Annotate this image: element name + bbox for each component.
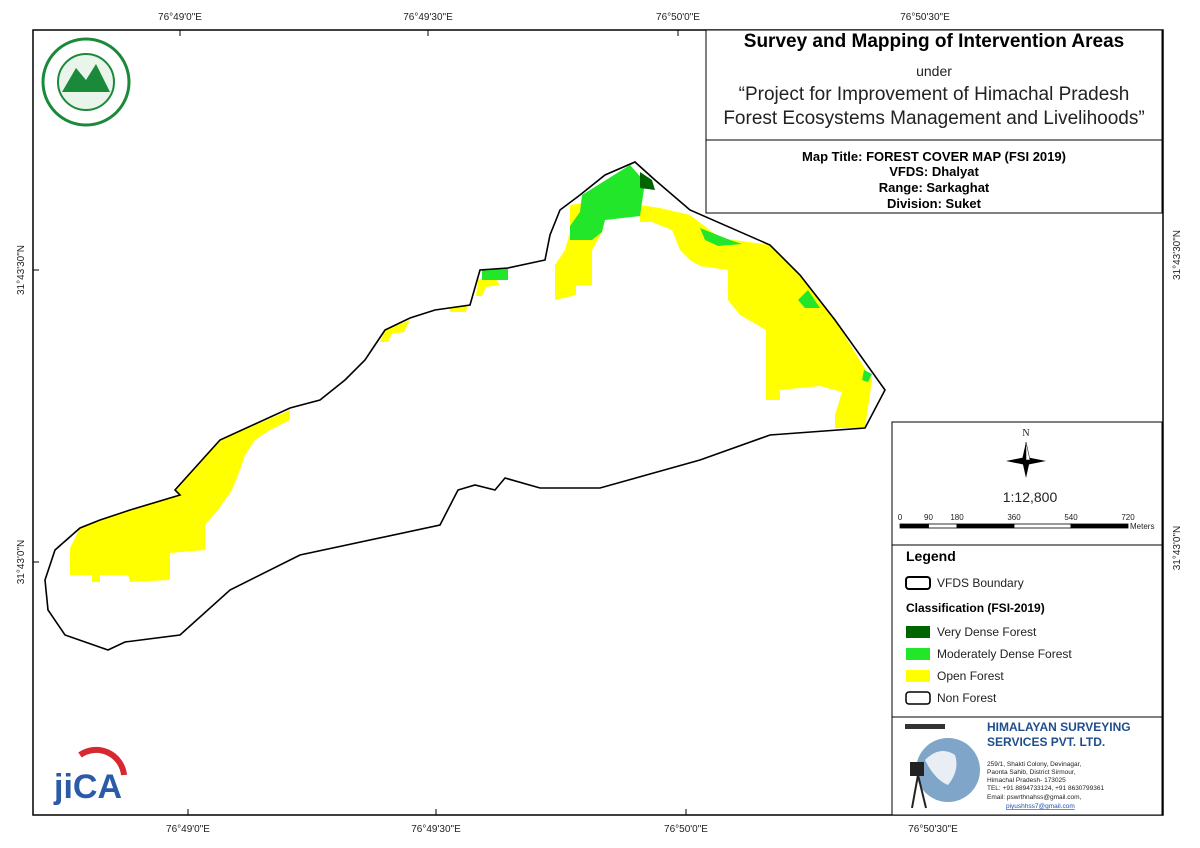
legend-label: Open Forest	[937, 669, 1004, 683]
very-dense-patch	[640, 172, 655, 190]
graticule-label: 76°50'30"E	[908, 824, 958, 835]
legend-swatch	[906, 626, 930, 638]
forest-dept-logo	[41, 37, 131, 127]
scale-tick-label: 360	[1007, 513, 1021, 522]
scale-segment	[1013, 523, 1072, 529]
address-line: Paonta Sahib, District Sirmour,	[987, 769, 1076, 776]
scale-ratio: 1:12,800	[1003, 489, 1058, 505]
graticule-label: 76°50'30"E	[900, 12, 950, 23]
boundary-swatch	[905, 576, 931, 590]
open-forest-patch	[70, 410, 290, 582]
scale-tick-label: 180	[950, 513, 964, 522]
map-info: Range: Sarkaghat	[879, 180, 990, 195]
legend-swatch	[906, 648, 930, 660]
scale-tick-label: 90	[924, 513, 933, 522]
open-forest-patch	[450, 305, 468, 312]
address-line: piyushhss7@gmail.com	[1006, 803, 1075, 810]
graticule-label: 31°43'30"N	[1172, 230, 1183, 280]
graticule-ticks	[33, 30, 926, 815]
graticule-label: 76°50'0"E	[656, 12, 700, 23]
map-info: VFDS: Dhalyat	[889, 164, 979, 179]
vfds-boundary	[44, 161, 886, 651]
moderately-dense-patch	[482, 268, 508, 280]
legend-label: Very Dense Forest	[937, 625, 1037, 639]
scale-tick-label: 720	[1121, 513, 1135, 522]
address-line: Himachal Pradesh- 173025	[987, 777, 1066, 784]
forest-map	[44, 161, 886, 651]
address-line: Email: pswrthnahss@gmail.com,	[987, 794, 1082, 801]
scale-unit: Meters	[1130, 522, 1154, 531]
scale-segment	[1070, 523, 1129, 529]
legend-classes: Very Dense Forest Moderately Dense Forest…	[905, 625, 1072, 705]
north-label: N	[1022, 428, 1029, 439]
graticule-label: 31°43'30"N	[16, 245, 27, 295]
map-info: Map Title: FOREST COVER MAP (FSI 2019)	[802, 149, 1066, 164]
scale-tick-label: 0	[898, 513, 903, 522]
project-line: Forest Ecosystems Management and Livelih…	[723, 108, 1144, 129]
company-name: SERVICES PVT. LTD.	[987, 735, 1105, 749]
graticule-label: 76°49'0"E	[158, 12, 202, 23]
jica-text: jiCA	[53, 768, 122, 806]
graticule-label: 76°49'30"E	[411, 824, 461, 835]
classification-title: Classification (FSI-2019)	[906, 601, 1045, 615]
moderately-dense-patch	[862, 370, 872, 382]
legend-label: Moderately Dense Forest	[937, 647, 1072, 661]
legend-label: Non Forest	[937, 691, 997, 705]
scale-tick-label: 540	[1064, 513, 1078, 522]
graticule-label: 76°50'0"E	[664, 824, 708, 835]
jica-logo: jiCA	[53, 746, 127, 806]
map-info: Division: Suket	[887, 196, 982, 211]
address-line: 259/1, Shakti Colony, Devinagar,	[987, 761, 1081, 768]
open-forest-patch	[380, 320, 410, 342]
project-line: “Project for Improvement of Himachal Pra…	[739, 84, 1130, 105]
address-line: TEL: +91 8894733124, +91 8630799361	[987, 785, 1104, 792]
company-logo	[905, 724, 980, 809]
non-forest-area	[45, 162, 885, 650]
scale-segment	[899, 523, 929, 529]
moderately-dense-patch	[700, 228, 742, 246]
under: under	[916, 63, 952, 79]
graticule-label: 76°49'30"E	[403, 12, 453, 23]
legend-swatch	[906, 670, 930, 682]
scale-segment	[956, 523, 1015, 529]
moderately-dense-patch	[570, 165, 645, 240]
open-forest-patch	[640, 205, 872, 428]
graticule-label: 31°43'0"N	[1172, 526, 1183, 571]
map-info-box	[705, 139, 1163, 214]
legend-label: VFDS Boundary	[937, 576, 1024, 590]
company-name: HIMALAYAN SURVEYING	[987, 720, 1131, 734]
scale-segment	[928, 523, 958, 529]
graticule-label: 31°43'0"N	[16, 540, 27, 585]
graticule-label: 76°49'0"E	[166, 824, 210, 835]
legend-box	[891, 544, 1163, 718]
title: Survey and Mapping of Intervention Areas	[744, 31, 1124, 52]
moderately-dense-patch	[798, 290, 820, 308]
north-arrow	[1006, 441, 1046, 478]
legend-title: Legend	[906, 548, 956, 564]
legend-swatch	[905, 691, 931, 705]
